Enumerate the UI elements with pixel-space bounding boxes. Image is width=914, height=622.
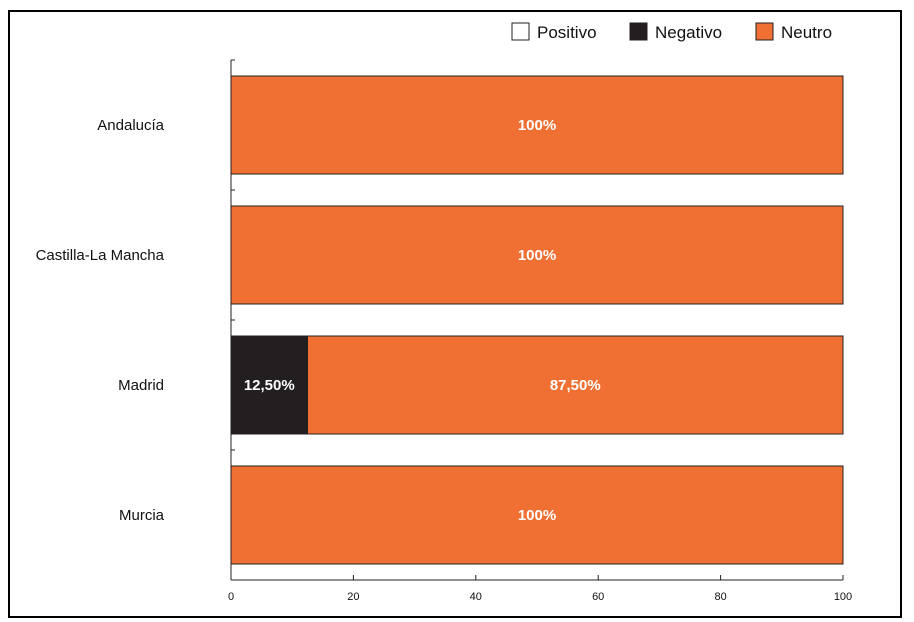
x-tick-label: 80 <box>714 591 726 603</box>
x-tick-label: 0 <box>228 591 234 603</box>
bar-segment <box>230 205 844 305</box>
category-label: Madrid <box>118 377 164 394</box>
category-label: Castilla-La Mancha <box>36 247 165 264</box>
bar-segment <box>307 335 844 435</box>
legend-swatch <box>629 22 648 41</box>
data-label: 87,50% <box>550 377 601 394</box>
data-label: 12,50% <box>244 377 295 394</box>
category-label: Murcia <box>119 507 165 524</box>
data-label: 100% <box>518 117 556 134</box>
bar-segment <box>230 335 308 435</box>
legend-swatch <box>511 22 530 41</box>
legend-label: Positivo <box>537 23 597 42</box>
x-tick-label: 40 <box>470 591 482 603</box>
x-tick-label: 60 <box>592 591 604 603</box>
legend-label: Neutro <box>781 23 832 42</box>
data-label: 100% <box>518 247 556 264</box>
x-tick-label: 20 <box>347 591 359 603</box>
x-tick-label: 100 <box>834 591 852 603</box>
category-label: Andalucía <box>97 117 164 134</box>
bar-segment <box>230 75 844 175</box>
data-label: 100% <box>518 507 556 524</box>
legend-label: Negativo <box>655 23 722 42</box>
legend-swatch <box>755 22 774 41</box>
bar-segment <box>230 465 844 565</box>
